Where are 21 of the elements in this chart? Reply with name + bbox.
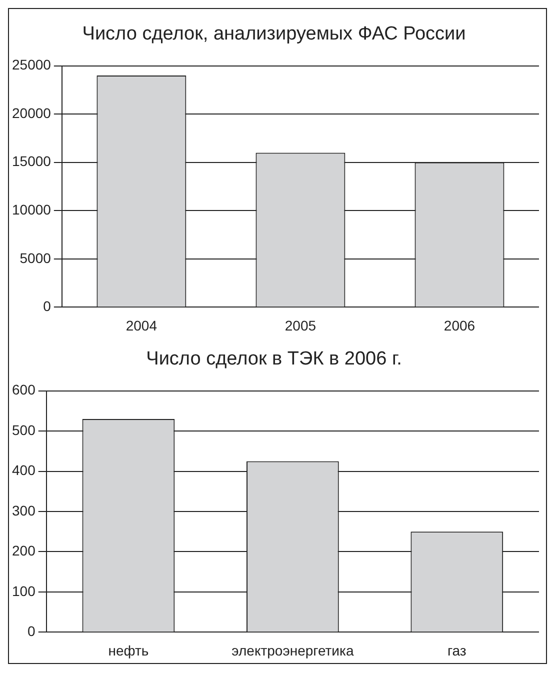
x-tick-label: 2004: [126, 317, 158, 334]
y-tick-label: 0: [43, 298, 52, 314]
x-tick-label: электроэнергетика: [232, 642, 354, 658]
x-tick-label: нефть: [108, 642, 149, 658]
y-tick-label: 25000: [12, 56, 52, 73]
y-tick-label: 5000: [20, 250, 52, 266]
x-tick-label: газ: [447, 642, 466, 658]
x-tick-label: 2005: [284, 317, 316, 334]
y-tick-label: 0: [28, 623, 36, 640]
y-tick-label: 20000: [12, 104, 52, 121]
y-tick-label: 10000: [12, 202, 52, 218]
y-tick-label: 500: [12, 422, 36, 438]
y-tick-label: 300: [12, 502, 36, 518]
y-tick-label: 400: [12, 462, 36, 478]
y-tick-label: 200: [12, 542, 36, 559]
y-tick-label: 600: [12, 382, 36, 398]
chart-title: Число сделок в ТЭК в 2006 г.: [146, 348, 402, 370]
y-tick-label: 100: [12, 582, 36, 599]
x-tick-label: 2006: [444, 317, 476, 334]
y-tick-label: 15000: [12, 153, 52, 170]
chart-title: Число сделок, анализируемых ФАС России: [82, 24, 466, 45]
